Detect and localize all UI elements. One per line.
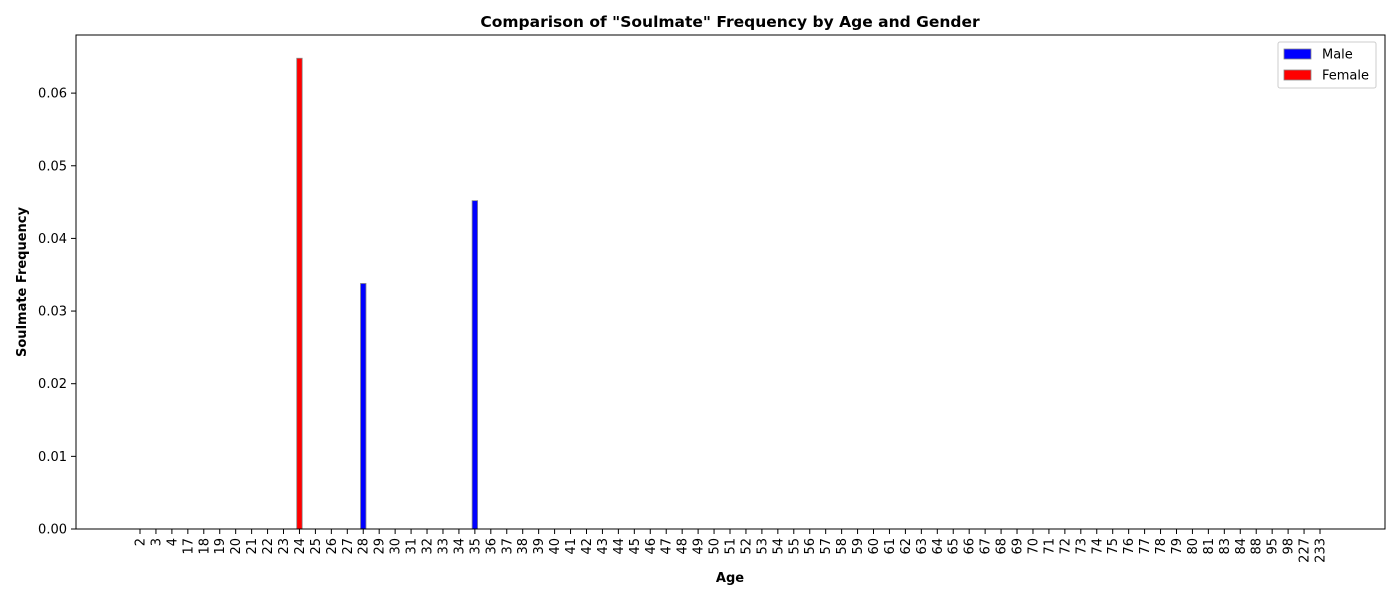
x-tick-label: 69 — [1011, 538, 1026, 555]
y-tick-label: 0.03 — [38, 305, 67, 320]
x-tick-label: 61 — [883, 538, 898, 555]
x-tick-label: 29 — [373, 538, 388, 555]
x-tick-label: 41 — [564, 538, 579, 555]
x-tick-label: 28 — [357, 538, 372, 555]
x-tick-label: 19 — [213, 538, 228, 555]
x-tick-label: 73 — [1074, 538, 1089, 555]
x-axis: 2 3 4 17 18 19 20 21 22 23 24 25 26 27 28 29 30 31 32 33 34 3… — [134, 529, 1329, 563]
x-tick-label: 21 — [245, 538, 260, 555]
x-tick-label: 35 — [468, 538, 483, 555]
x-tick-label: 59 — [851, 538, 866, 555]
x-tick-label: 47 — [660, 538, 675, 555]
x-tick-label: 52 — [739, 538, 754, 555]
x-tick-label: 26 — [325, 538, 340, 555]
y-tick-label: 0.01 — [38, 450, 67, 465]
x-tick-label: 63 — [915, 538, 930, 555]
x-tick-label: 20 — [229, 538, 244, 555]
x-tick-label: 27 — [341, 538, 356, 555]
legend-swatch-female — [1283, 69, 1312, 81]
x-tick-label: 40 — [548, 538, 563, 555]
x-tick-label: 83 — [1218, 538, 1233, 555]
x-tick-label: 57 — [819, 538, 834, 555]
x-tick-label: 64 — [931, 538, 946, 555]
x-tick-label: 43 — [596, 538, 611, 555]
x-tick-label: 62 — [899, 538, 914, 555]
x-tick-label: 71 — [1042, 538, 1057, 555]
x-tick-label: 66 — [963, 538, 978, 555]
x-tick-label: 88 — [1250, 538, 1265, 555]
x-tick-label: 55 — [787, 538, 802, 555]
x-tick-label: 2 — [134, 538, 149, 546]
y-axis: 0.00 0.01 0.02 0.03 0.04 0.05 0.06 — [38, 87, 76, 538]
x-tick-label: 58 — [835, 538, 850, 555]
x-tick-label: 227 — [1298, 538, 1313, 563]
x-tick-label: 51 — [724, 538, 739, 555]
x-tick-label: 77 — [1138, 538, 1153, 555]
bars-group — [296, 57, 479, 530]
bar-male-35 — [471, 200, 479, 530]
x-tick-label: 68 — [995, 538, 1010, 555]
bar-male-28 — [360, 283, 367, 530]
x-tick-label: 33 — [436, 538, 451, 555]
x-tick-label: 24 — [293, 538, 308, 555]
y-tick-label: 0.05 — [38, 159, 67, 174]
x-tick-label: 39 — [532, 538, 547, 555]
x-tick-label: 60 — [867, 538, 882, 555]
x-tick-label: 84 — [1234, 538, 1249, 555]
x-tick-label: 74 — [1090, 538, 1105, 555]
x-tick-label: 30 — [389, 538, 404, 555]
x-tick-label: 32 — [421, 538, 436, 555]
x-tick-label: 46 — [644, 538, 659, 555]
y-axis-label: Soulmate Frequency — [15, 206, 30, 356]
x-tick-label: 75 — [1106, 538, 1121, 555]
x-tick-label: 44 — [612, 538, 627, 555]
x-tick-label: 56 — [803, 538, 818, 555]
x-axis-label: Age — [716, 571, 744, 586]
x-tick-label: 49 — [692, 538, 707, 555]
x-tick-label: 67 — [979, 538, 994, 555]
x-tick-label: 22 — [261, 538, 276, 555]
y-tick-label: 0.06 — [38, 87, 67, 102]
x-tick-label: 4 — [165, 538, 180, 546]
x-tick-label: 34 — [452, 538, 467, 555]
x-tick-label: 76 — [1122, 538, 1137, 555]
x-tick-label: 18 — [197, 538, 212, 555]
x-tick-label: 53 — [755, 538, 770, 555]
x-tick-label: 95 — [1266, 538, 1281, 555]
x-tick-label: 70 — [1026, 538, 1041, 555]
x-tick-label: 79 — [1170, 538, 1185, 555]
x-tick-label: 17 — [181, 538, 196, 555]
x-tick-label: 36 — [484, 538, 499, 555]
x-tick-label: 23 — [277, 538, 292, 555]
x-tick-label: 98 — [1282, 538, 1297, 555]
x-tick-label: 48 — [676, 538, 691, 555]
x-tick-label: 42 — [580, 538, 595, 555]
x-tick-label: 78 — [1154, 538, 1169, 555]
y-tick-label: 0.02 — [38, 377, 67, 392]
x-tick-label: 50 — [708, 538, 723, 555]
legend-swatch-male — [1283, 48, 1312, 60]
legend-label-female: Female — [1322, 69, 1369, 84]
x-tick-label: 72 — [1058, 538, 1073, 555]
x-tick-label: 45 — [628, 538, 643, 555]
chart-title: Comparison of "Soulmate" Frequency by Ag… — [480, 13, 980, 31]
x-tick-label: 31 — [405, 538, 420, 555]
x-tick-label: 81 — [1202, 538, 1217, 555]
x-tick-label: 37 — [500, 538, 515, 555]
legend-label-male: Male — [1322, 48, 1353, 63]
y-tick-label: 0.04 — [38, 232, 67, 247]
x-tick-label: 65 — [947, 538, 962, 555]
x-tick-label: 3 — [149, 538, 164, 546]
x-tick-label: 25 — [309, 538, 324, 555]
bar-female-24 — [296, 57, 303, 530]
x-tick-label: 38 — [516, 538, 531, 555]
legend: Male Female — [1277, 41, 1377, 89]
x-tick-label: 233 — [1314, 538, 1329, 563]
y-tick-label: 0.00 — [38, 523, 67, 538]
x-tick-label: 80 — [1186, 538, 1201, 555]
x-tick-label: 54 — [771, 538, 786, 555]
plot-frame — [75, 34, 1386, 530]
